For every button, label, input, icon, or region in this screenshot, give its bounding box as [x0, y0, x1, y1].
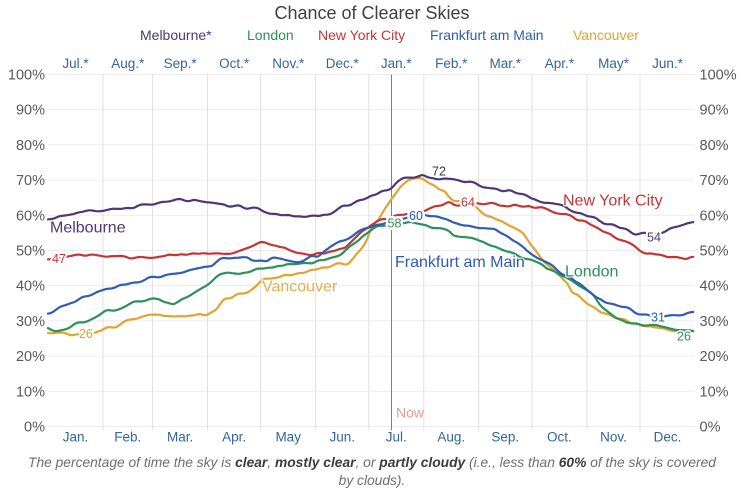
svg-text:90%: 90%: [16, 103, 45, 119]
svg-text:Dec.: Dec.: [654, 430, 682, 445]
svg-text:Melbourne*: Melbourne*: [140, 27, 212, 43]
svg-text:31: 31: [651, 311, 665, 325]
svg-text:20%: 20%: [16, 349, 45, 365]
svg-text:Vancouver: Vancouver: [573, 27, 639, 43]
svg-text:Chance of Clearer Skies: Chance of Clearer Skies: [274, 3, 469, 23]
svg-text:Feb.*: Feb.*: [435, 56, 468, 71]
svg-text:Jun.*: Jun.*: [652, 56, 684, 71]
svg-text:New York City: New York City: [318, 27, 405, 43]
svg-text:Vancouver: Vancouver: [262, 279, 338, 296]
svg-text:Aug.*: Aug.*: [111, 56, 145, 71]
svg-text:London: London: [565, 264, 618, 281]
svg-text:90%: 90%: [700, 103, 729, 119]
svg-text:40%: 40%: [16, 279, 45, 295]
svg-text:Apr.: Apr.: [222, 430, 246, 445]
svg-text:Jan.*: Jan.*: [381, 56, 413, 71]
svg-text:Mar.*: Mar.*: [490, 56, 522, 71]
svg-text:30%: 30%: [16, 314, 45, 330]
svg-text:0%: 0%: [700, 420, 721, 436]
svg-text:New York City: New York City: [563, 193, 663, 210]
svg-text:London: London: [247, 27, 294, 43]
svg-text:Jul.: Jul.: [386, 430, 407, 445]
svg-text:Apr.*: Apr.*: [545, 56, 575, 71]
svg-text:Frankfurt am Main: Frankfurt am Main: [430, 27, 544, 43]
svg-text:Jun.: Jun.: [330, 430, 356, 445]
svg-text:Oct.: Oct.: [547, 430, 572, 445]
svg-text:60%: 60%: [700, 208, 729, 224]
svg-text:100%: 100%: [8, 68, 45, 84]
svg-text:60%: 60%: [16, 208, 45, 224]
svg-text:20%: 20%: [700, 349, 729, 365]
svg-text:50%: 50%: [700, 244, 729, 260]
svg-text:Melbourne: Melbourne: [50, 220, 126, 237]
svg-text:26: 26: [677, 330, 691, 344]
svg-text:10%: 10%: [700, 384, 729, 400]
svg-text:50%: 50%: [16, 244, 45, 260]
svg-text:Jan.: Jan.: [63, 430, 89, 445]
svg-text:26: 26: [79, 327, 93, 341]
svg-text:The percentage of time the sky: The percentage of time the sky is clear,…: [28, 455, 717, 470]
svg-text:80%: 80%: [16, 138, 45, 154]
svg-text:100%: 100%: [700, 68, 737, 84]
svg-text:0%: 0%: [24, 420, 45, 436]
svg-text:Sep.*: Sep.*: [164, 56, 198, 71]
svg-text:Nov.: Nov.: [600, 430, 627, 445]
svg-text:Feb.: Feb.: [114, 430, 141, 445]
svg-text:Jul.*: Jul.*: [62, 56, 89, 71]
svg-text:64: 64: [461, 196, 475, 210]
svg-text:70%: 70%: [700, 173, 729, 189]
svg-text:54: 54: [647, 231, 661, 245]
svg-text:Frankfurt am Main: Frankfurt am Main: [395, 254, 525, 271]
svg-text:30%: 30%: [700, 314, 729, 330]
svg-text:Mar.: Mar.: [167, 430, 193, 445]
svg-text:Sep.: Sep.: [491, 430, 519, 445]
svg-text:Nov.*: Nov.*: [272, 56, 305, 71]
svg-text:May: May: [275, 430, 301, 445]
svg-text:Now: Now: [396, 405, 425, 421]
svg-text:Aug.: Aug.: [437, 430, 465, 445]
svg-text:70%: 70%: [16, 173, 45, 189]
svg-text:47: 47: [52, 252, 66, 266]
svg-text:40%: 40%: [700, 279, 729, 295]
svg-text:May*: May*: [598, 56, 630, 71]
svg-text:10%: 10%: [16, 384, 45, 400]
svg-text:by clouds).: by clouds).: [339, 473, 406, 488]
svg-text:Oct.*: Oct.*: [219, 56, 250, 71]
svg-text:Dec.*: Dec.*: [326, 56, 360, 71]
svg-text:80%: 80%: [700, 138, 729, 154]
svg-text:58: 58: [388, 217, 402, 231]
svg-text:60: 60: [409, 209, 423, 223]
svg-text:72: 72: [432, 165, 446, 179]
